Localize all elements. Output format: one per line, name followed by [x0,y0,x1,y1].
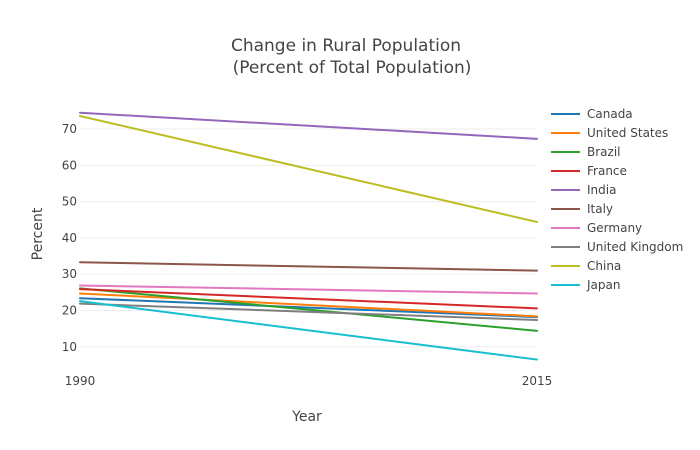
y-tick-label: 30 [62,267,77,281]
legend-label-canada: Canada [587,107,633,121]
chart-title: Change in Rural Population [231,36,461,56]
x-axis-title: Year [291,409,322,425]
legend: Canada United States Brazil France India Ital… [551,107,683,292]
series-line-brazil [79,287,538,332]
legend-label-germany: Germany [587,221,642,235]
legend-label-japan: Japan [586,278,620,292]
legend-label-united-kingdom: United Kingdom [587,240,683,254]
y-axis-ticks: 10 20 30 40 50 60 70 [62,122,77,354]
y-tick-label: 40 [62,231,77,245]
y-tick-label: 60 [62,158,77,172]
series-line-canada [79,297,538,319]
legend-label-italy: Italy [587,202,613,216]
legend-label-brazil: Brazil [587,145,621,159]
series-line-france [79,288,538,310]
legend-label-china: China [587,259,621,273]
legend-label-india: India [587,183,616,197]
series-line-japan [79,300,538,361]
series-line-germany [79,284,538,295]
y-axis-title: Percent [30,207,46,260]
legend-label-united-states: United States [587,126,668,140]
series-line-italy [79,261,538,272]
x-axis-ticks: 1990 2015 [65,374,553,388]
series-line-united-states [79,292,538,318]
x-tick-label: 2015 [522,374,553,388]
chart-subtitle: (Percent of Total Population) [233,58,472,78]
y-tick-label: 50 [62,195,77,209]
legend-label-france: France [587,164,627,178]
y-tick-label: 20 [62,304,77,318]
series-line-china [79,114,538,223]
series-line-india [79,111,538,140]
y-tick-label: 10 [62,340,77,354]
y-tick-label: 70 [62,122,77,136]
series-lines [79,111,538,361]
series-line-united-kingdom [79,302,538,321]
x-tick-label: 1990 [65,374,96,388]
